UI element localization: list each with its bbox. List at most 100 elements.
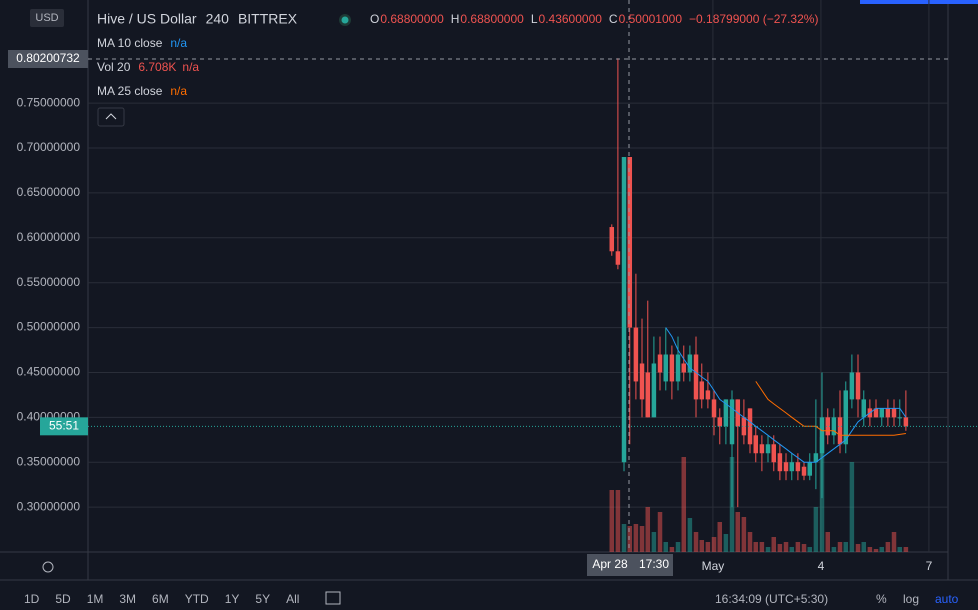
volume-bar [789, 547, 795, 552]
top-button[interactable] [860, 0, 978, 4]
volume-bar [861, 542, 867, 552]
candle-body [855, 372, 861, 400]
candle-body [609, 227, 615, 252]
volume-bar [657, 512, 663, 552]
scale-option[interactable]: auto [935, 592, 959, 606]
volume-bar [813, 507, 819, 552]
volume-bar [717, 522, 723, 552]
volume-bar [837, 542, 843, 552]
candle-body [807, 462, 813, 476]
volume-bar [867, 547, 873, 552]
volume-bar [891, 532, 897, 552]
ohlc-key: O [370, 12, 379, 26]
volume-bar [621, 524, 627, 552]
clock: 16:34:09 (UTC+5:30) [715, 592, 828, 606]
volume-bar [801, 544, 807, 552]
currency-badge [30, 9, 64, 27]
volume-bar [771, 537, 777, 552]
volume-bar [873, 549, 879, 552]
candle-body [759, 444, 765, 454]
indicator-status: n/a [170, 36, 187, 50]
candle-body [741, 417, 747, 436]
change: −0.18799000 (−27.32%) [689, 12, 818, 26]
candle-body [813, 453, 819, 463]
volume-bar [777, 544, 783, 552]
candle-body [693, 354, 699, 400]
candle-body [879, 408, 885, 418]
volume-bar [669, 547, 675, 552]
candle-body [861, 399, 867, 418]
ohlc-value: 0.50001000 [619, 12, 683, 26]
countdown: 55:51 [49, 418, 79, 432]
candle-body [753, 435, 759, 454]
indicator-name: MA 25 close [97, 84, 163, 98]
candle-body [801, 466, 807, 476]
volume-bar [639, 526, 645, 552]
candle-body [717, 417, 723, 427]
candle-body [699, 381, 705, 400]
scale-option[interactable]: % [876, 592, 887, 606]
volume-bar [903, 547, 909, 552]
candle-body [633, 327, 639, 382]
volume-bar [795, 542, 801, 552]
crosshair-price-badge [8, 50, 88, 68]
candle-body [723, 399, 729, 427]
candle-body [825, 417, 831, 436]
candle-body [651, 363, 657, 418]
volume-bar [609, 490, 615, 552]
candle-body [645, 372, 651, 418]
range-button[interactable]: All [286, 592, 299, 606]
candle-body [765, 444, 771, 454]
collapse-legend[interactable] [97, 107, 125, 127]
range-button[interactable]: 5Y [255, 592, 270, 606]
volume-bar [675, 542, 681, 552]
interval: 240 [206, 11, 230, 27]
range-button[interactable]: 1Y [225, 592, 240, 606]
x-tick-label: 4 [818, 559, 825, 573]
ohlc-value: 0.68800000 [460, 12, 524, 26]
status-dot [341, 16, 349, 24]
candle-body [615, 251, 621, 265]
indicator-status: n/a [182, 60, 199, 74]
volume-bar [879, 547, 885, 552]
candle-body [777, 453, 783, 472]
range-button[interactable]: 3M [119, 592, 136, 606]
candle-body [849, 372, 855, 400]
volume-bar [735, 512, 741, 552]
crosshair-time-badge [587, 554, 673, 576]
candle-body [657, 354, 663, 373]
x-tick-label: 7 [926, 559, 933, 573]
y-tick-label: 0.75000000 [17, 95, 81, 109]
candle-body [627, 157, 633, 328]
candle-body [831, 417, 837, 436]
candle-body [795, 462, 801, 472]
scale-option[interactable]: log [903, 592, 919, 606]
y-tick-label: 0.60000000 [17, 230, 81, 244]
volume-bar [723, 534, 729, 552]
candle-body [729, 399, 735, 445]
candle-body [873, 408, 879, 418]
volume-bar [831, 547, 837, 552]
volume-bar [645, 507, 651, 552]
range-button[interactable]: 1D [24, 592, 40, 606]
crosshair-price: 0.80200732 [16, 51, 80, 65]
volume-bar [765, 547, 771, 552]
candle-body [711, 399, 717, 418]
range-button[interactable]: 1M [87, 592, 104, 606]
candle-body [843, 390, 849, 445]
candle-body [783, 462, 789, 472]
range-button[interactable]: 6M [152, 592, 169, 606]
date-range-icon[interactable] [325, 591, 341, 605]
range-button[interactable]: 5D [55, 592, 71, 606]
crosshair-date: Apr 28 [592, 557, 628, 571]
settings-icon[interactable] [42, 561, 54, 573]
candle-body [789, 462, 795, 472]
plot [88, 0, 978, 552]
volume-bar [663, 542, 669, 552]
range-button[interactable]: YTD [185, 592, 209, 606]
volume-bar [681, 457, 687, 552]
volume-bar [705, 542, 711, 552]
indicator-value: 6.708K [138, 60, 176, 74]
y-tick-label: 0.70000000 [17, 140, 81, 154]
